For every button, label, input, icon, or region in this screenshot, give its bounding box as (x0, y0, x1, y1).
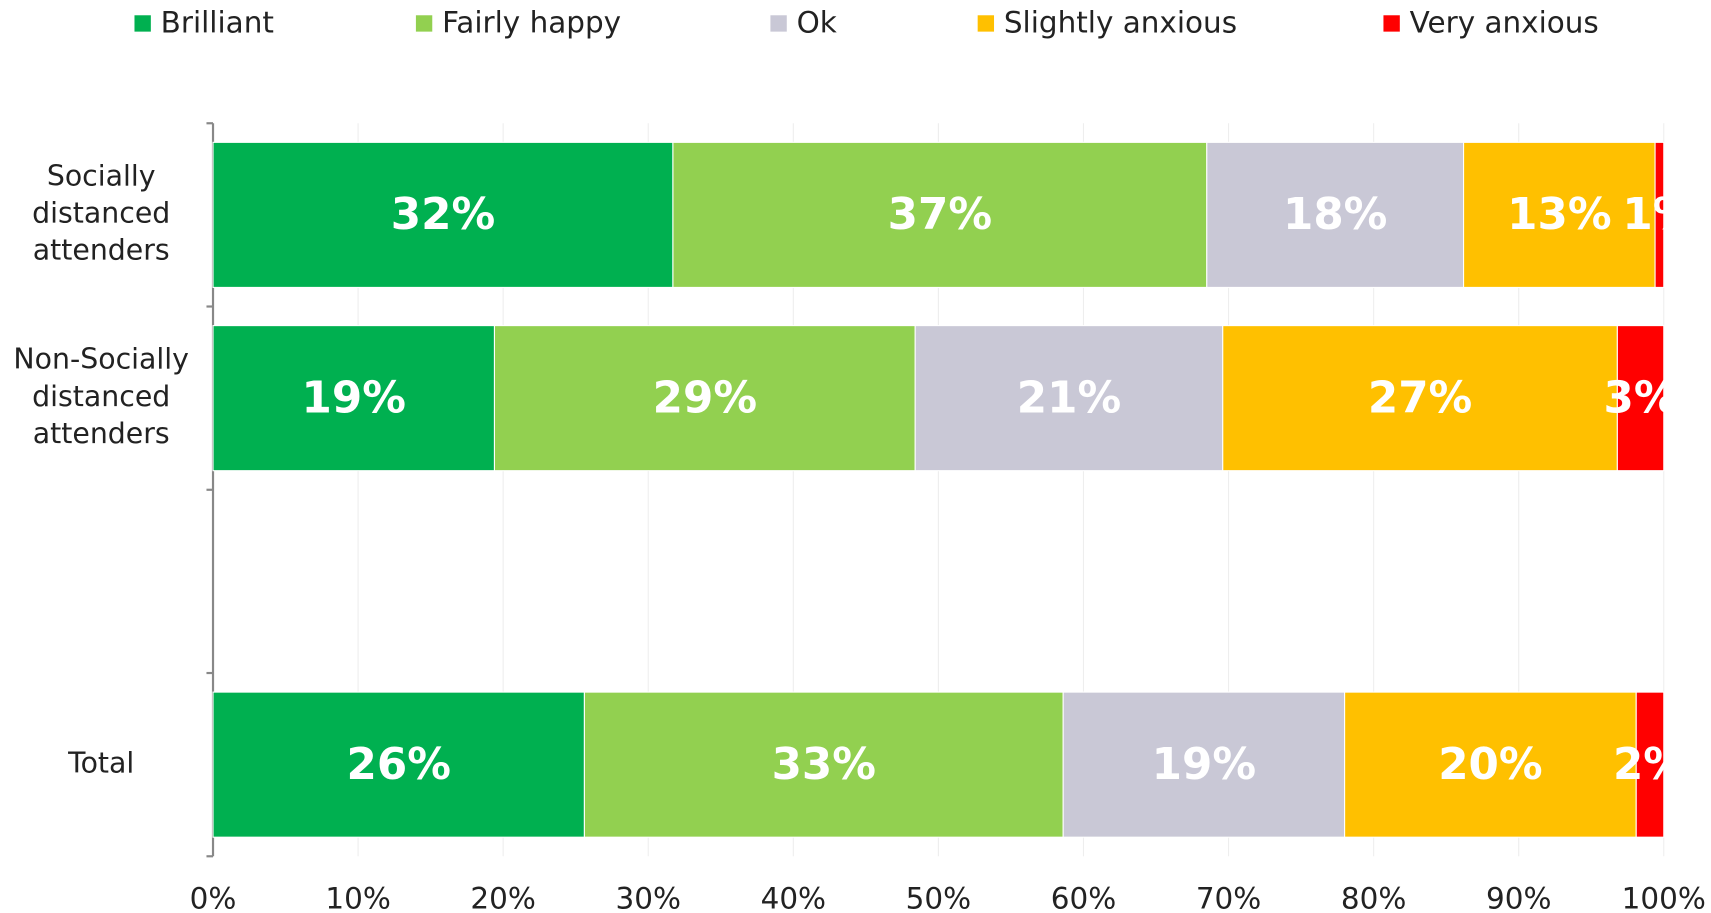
x-tick-label: 50% (906, 881, 971, 913)
category-label-box: Total (68, 747, 135, 781)
bar-segment (493, 325, 916, 472)
legend-swatch (977, 15, 995, 32)
data-label: 1% (1622, 190, 1696, 240)
data-label: 13% (1507, 190, 1611, 240)
bar-segment (1222, 325, 1618, 472)
legend-swatch (134, 15, 151, 32)
legend-swatch (415, 15, 433, 32)
category-label-box: Socially distanced attenders (32, 160, 171, 268)
x-tick-label: 0% (190, 881, 237, 913)
bar-segment (672, 141, 1208, 288)
data-label: 32% (391, 190, 495, 240)
data-label: 26% (347, 740, 451, 790)
x-tick-label: 20% (470, 881, 535, 913)
y-tick-label: Non-Socially distanced attenders (13, 343, 189, 451)
bar-segment (212, 691, 585, 838)
x-tick-label: 60% (1051, 881, 1116, 913)
legend-label: Brilliant (161, 5, 274, 39)
x-tick-label: 90% (1486, 881, 1551, 913)
legend-label: Ok (797, 5, 837, 39)
data-label: 37% (888, 190, 992, 240)
x-tick-label: 100% (1622, 881, 1706, 913)
bar-segment (212, 325, 496, 472)
x-tick-label: 40% (761, 881, 826, 913)
legend-swatch (770, 15, 787, 32)
data-label: 27% (1368, 373, 1472, 423)
x-tick-label: 10% (325, 881, 390, 913)
legend-label: Slightly anxious (1004, 5, 1237, 39)
bar-segment (914, 325, 1224, 472)
bar-segment (1616, 325, 1665, 472)
data-label: 19% (302, 373, 406, 423)
y-tick-label: Total (68, 747, 135, 781)
data-label: 2% (1613, 740, 1687, 790)
bar-segment (1344, 691, 1637, 838)
data-label: 3% (1604, 373, 1678, 423)
bar-segment (1062, 691, 1346, 838)
data-label: 20% (1438, 740, 1542, 790)
data-label: 33% (772, 740, 876, 790)
x-tick-label: 80% (1341, 881, 1406, 913)
bar-segment (1463, 141, 1656, 288)
legend-label: Fairly happy (442, 5, 621, 39)
bar-segment (1206, 141, 1465, 288)
bar-segment (1635, 691, 1665, 838)
bar-segment (583, 691, 1064, 838)
data-label: 29% (653, 373, 757, 423)
bar-segment (212, 141, 674, 288)
data-label: 18% (1283, 190, 1387, 240)
legend-swatch (1383, 15, 1400, 32)
y-tick-label: Socially distanced attenders (32, 160, 171, 268)
category-label-box: Non-Socially distanced attenders (13, 343, 189, 451)
bar-segment (1654, 141, 1665, 288)
data-label: 21% (1017, 373, 1121, 423)
data-label: 19% (1152, 740, 1256, 790)
legend-label: Very anxious (1410, 5, 1599, 39)
x-tick-label: 70% (1196, 881, 1261, 913)
x-tick-label: 30% (616, 881, 681, 913)
